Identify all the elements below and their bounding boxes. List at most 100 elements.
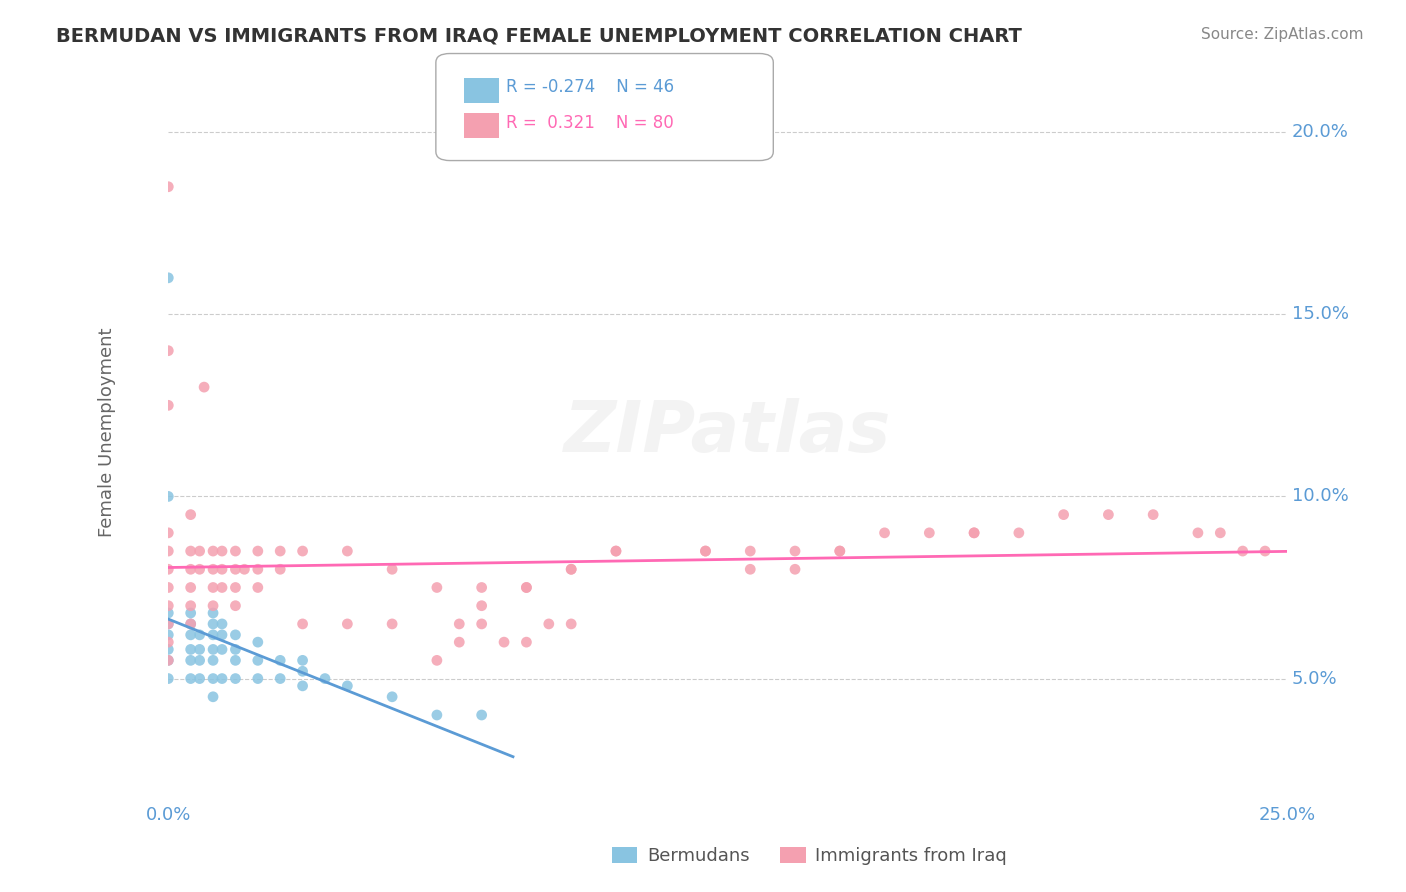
Point — [180, 599, 202, 613]
Text: 15.0%: 15.0% — [1292, 305, 1348, 323]
Point — [269, 562, 291, 576]
Point — [537, 616, 560, 631]
Text: R = -0.274    N = 46: R = -0.274 N = 46 — [506, 78, 675, 96]
Point — [291, 544, 314, 558]
Point — [202, 672, 225, 686]
Text: Bermudans: Bermudans — [647, 847, 749, 865]
Point — [157, 628, 180, 642]
Point — [291, 616, 314, 631]
Point — [695, 544, 717, 558]
Point — [269, 544, 291, 558]
Point — [246, 635, 269, 649]
Point — [224, 599, 246, 613]
Point — [1052, 508, 1074, 522]
Point — [471, 616, 494, 631]
Point — [188, 642, 211, 657]
Point — [180, 628, 202, 642]
Point — [560, 616, 582, 631]
Point — [291, 653, 314, 667]
Point — [560, 562, 582, 576]
Point — [515, 635, 537, 649]
Point — [202, 616, 225, 631]
Point — [233, 562, 256, 576]
Point — [157, 672, 180, 686]
Point — [180, 616, 202, 631]
Point — [157, 581, 180, 595]
Point — [188, 544, 211, 558]
Point — [202, 544, 225, 558]
Point — [157, 599, 180, 613]
Point — [426, 653, 449, 667]
Text: R =  0.321    N = 80: R = 0.321 N = 80 — [506, 114, 673, 132]
Point — [918, 525, 941, 540]
Point — [963, 525, 986, 540]
Text: 5.0%: 5.0% — [1292, 670, 1337, 688]
Point — [180, 672, 202, 686]
Point — [202, 581, 225, 595]
Point — [1254, 544, 1277, 558]
Point — [471, 581, 494, 595]
Point — [180, 581, 202, 595]
Point — [449, 635, 471, 649]
Point — [224, 581, 246, 595]
Point — [224, 642, 246, 657]
Point — [336, 616, 359, 631]
Point — [180, 616, 202, 631]
Point — [246, 562, 269, 576]
Point — [211, 642, 233, 657]
Point — [336, 679, 359, 693]
Point — [515, 581, 537, 595]
Point — [314, 672, 336, 686]
Point — [211, 581, 233, 595]
Point — [740, 544, 762, 558]
Text: Female Unemployment: Female Unemployment — [98, 328, 115, 537]
Point — [246, 672, 269, 686]
Point — [202, 606, 225, 620]
Point — [157, 398, 180, 412]
Point — [157, 179, 180, 194]
Point — [157, 525, 180, 540]
Point — [1097, 508, 1119, 522]
Point — [188, 628, 211, 642]
Point — [202, 562, 225, 576]
Point — [157, 642, 180, 657]
Point — [269, 672, 291, 686]
Point — [202, 642, 225, 657]
Point — [224, 562, 246, 576]
Point — [740, 562, 762, 576]
Point — [193, 380, 215, 394]
Point — [695, 544, 717, 558]
Point — [783, 562, 806, 576]
Point — [828, 544, 851, 558]
Point — [471, 599, 494, 613]
Point — [336, 544, 359, 558]
Text: 0.0%: 0.0% — [146, 806, 191, 824]
Text: Immigrants from Iraq: Immigrants from Iraq — [815, 847, 1007, 865]
Point — [426, 581, 449, 595]
Point — [202, 599, 225, 613]
Point — [963, 525, 986, 540]
Point — [560, 562, 582, 576]
Point — [188, 653, 211, 667]
Point — [1209, 525, 1232, 540]
Point — [426, 708, 449, 723]
Point — [1232, 544, 1254, 558]
Point — [449, 616, 471, 631]
Point — [157, 616, 180, 631]
Point — [515, 581, 537, 595]
Text: 20.0%: 20.0% — [1292, 123, 1348, 141]
Point — [157, 606, 180, 620]
Point — [157, 490, 180, 504]
Point — [188, 562, 211, 576]
Point — [224, 628, 246, 642]
Point — [180, 508, 202, 522]
Text: 10.0%: 10.0% — [1292, 487, 1348, 506]
Point — [783, 544, 806, 558]
Point — [269, 653, 291, 667]
Point — [224, 672, 246, 686]
Point — [157, 544, 180, 558]
Point — [381, 562, 404, 576]
Point — [471, 708, 494, 723]
Text: Source: ZipAtlas.com: Source: ZipAtlas.com — [1201, 27, 1364, 42]
Point — [157, 616, 180, 631]
